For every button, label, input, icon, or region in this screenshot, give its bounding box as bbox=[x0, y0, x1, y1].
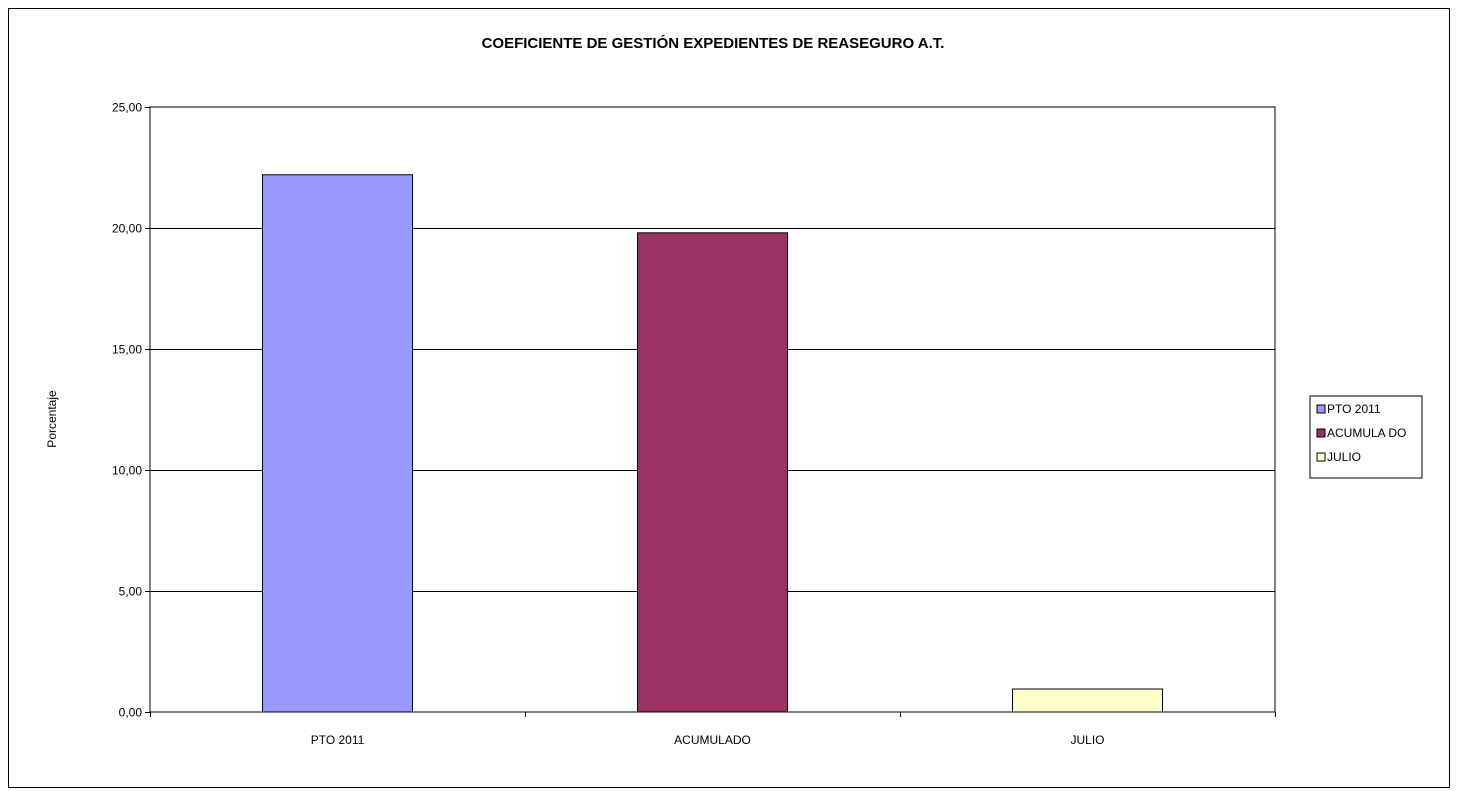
bar bbox=[1012, 688, 1163, 713]
bar bbox=[637, 232, 788, 713]
bar bbox=[262, 174, 413, 713]
legend: PTO 2011 ACUMULA DO JULIO bbox=[1309, 395, 1423, 479]
y-tick-label: 20,00 bbox=[112, 222, 142, 236]
x-tick-label: PTO 2011 bbox=[311, 733, 365, 747]
legend-swatch bbox=[1316, 404, 1326, 414]
y-tick-label: 0,00 bbox=[119, 706, 143, 720]
y-tick-label: 10,00 bbox=[112, 464, 142, 478]
y-tick-label: 15,00 bbox=[112, 343, 142, 357]
y-axis-label: Porcentaje bbox=[45, 390, 59, 448]
chart-title: COEFICIENTE DE GESTIÓN EXPEDIENTES DE RE… bbox=[482, 34, 945, 52]
plot-area: 0,00 5,00 10,00 15,00 20,00 25,00 PTO 2011 ACUM… bbox=[112, 101, 1276, 747]
y-tick-label: 5,00 bbox=[119, 585, 143, 599]
legend-swatch bbox=[1316, 428, 1326, 438]
legend-swatch bbox=[1316, 452, 1326, 462]
y-tick-label: 25,00 bbox=[112, 101, 142, 115]
legend-label: ACUMULA DO bbox=[1327, 426, 1406, 440]
legend-box bbox=[1309, 395, 1423, 479]
x-tick-label: ACUMULADO bbox=[674, 733, 751, 747]
legend-label: PTO 2011 bbox=[1327, 402, 1381, 416]
legend-label: JULIO bbox=[1327, 450, 1361, 464]
x-tick-label: JULIO bbox=[1070, 733, 1104, 747]
